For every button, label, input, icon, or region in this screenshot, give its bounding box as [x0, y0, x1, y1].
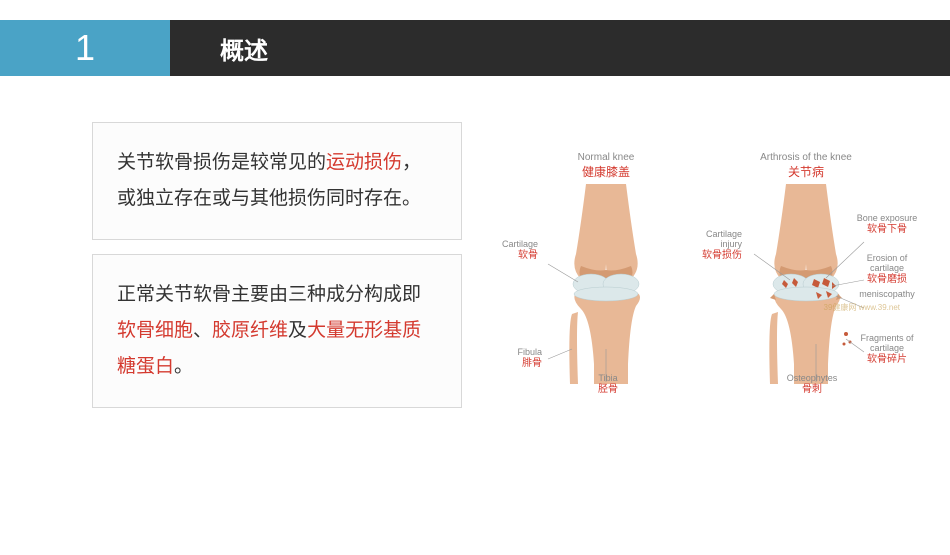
- text: 。: [174, 356, 193, 377]
- label-erosion: Erosion of cartilage 软骨磨损: [852, 254, 922, 285]
- knee-comparison-figure: Normal knee 健康膝盖: [506, 152, 906, 422]
- label-osteophytes: Osteophytes 骨刺: [782, 374, 842, 395]
- text-box-2: 正常关节软骨主要由三种成分构成即软骨细胞、胶原纤维及大量无形基质糖蛋白。: [92, 254, 462, 408]
- highlight: 软骨细胞: [117, 320, 193, 341]
- text-column: 关节软骨损伤是较常见的运动损伤，或独立存在或与其他损伤同时存在。 正常关节软骨主…: [92, 122, 462, 422]
- knee-svg-normal: [546, 184, 666, 384]
- text: 关节软骨损伤是较常见的: [117, 152, 326, 173]
- title-cn: 健康膝盖: [526, 163, 686, 180]
- highlight: 运动损伤: [326, 152, 402, 173]
- text-box-1: 关节软骨损伤是较常见的运动损伤，或独立存在或与其他损伤同时存在。: [92, 122, 462, 240]
- section-title: 概述: [170, 20, 950, 76]
- text: 及: [288, 320, 307, 341]
- watermark: 39健康网 www.39.net: [824, 302, 900, 313]
- label-exposure: Bone exposure 软骨下骨: [852, 214, 922, 235]
- label-meniscopathy: meniscopathy: [852, 290, 922, 300]
- highlight: 胶原纤维: [212, 320, 288, 341]
- label-cartilage: Cartilage 软骨: [498, 240, 538, 261]
- label-injury: Cartilage injury 软骨损伤: [688, 230, 742, 261]
- title-en: Arthrosis of the knee: [726, 152, 886, 163]
- content-area: 关节软骨损伤是较常见的运动损伤，或独立存在或与其他损伤同时存在。 正常关节软骨主…: [0, 76, 950, 422]
- label-tibia: Tibia 胫骨: [588, 374, 628, 395]
- header-bar: 1 概述: [0, 20, 950, 76]
- arthrosis-knee: Arthrosis of the knee 关节病: [726, 152, 886, 384]
- title-en: Normal knee: [526, 152, 686, 163]
- section-number: 1: [0, 20, 170, 76]
- label-fragments: Fragments of cartilage 软骨碎片: [852, 334, 922, 365]
- normal-knee: Normal knee 健康膝盖: [526, 152, 686, 384]
- text: 、: [193, 320, 212, 341]
- title-cn: 关节病: [726, 163, 886, 180]
- knee-svg-arthrosis: [746, 184, 866, 384]
- label-fibula: Fibula 腓骨: [506, 348, 542, 369]
- text: 正常关节软骨主要由三种成分构成即: [117, 284, 421, 305]
- image-column: Normal knee 健康膝盖: [502, 122, 910, 422]
